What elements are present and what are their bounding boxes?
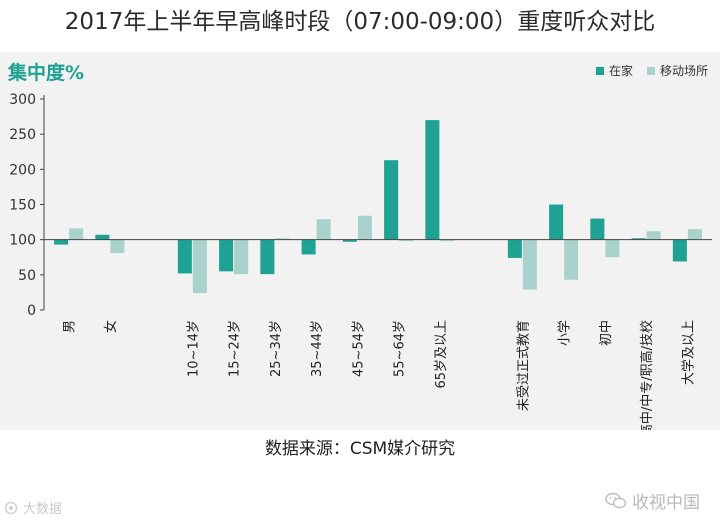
watermark-right: 收视中国 <box>605 488 700 513</box>
y-tick-label-150: 150 <box>9 198 36 214</box>
bar-home-12 <box>631 238 646 240</box>
bar-home-7 <box>384 160 399 240</box>
bar-mobile-12 <box>646 231 661 240</box>
chart-panel: 集中度% 在家 移动场所 0 50 100 150 200 250 300 男 女 10~14岁 1… <box>0 52 720 430</box>
y-tick-label-50: 50 <box>18 268 36 284</box>
y-axis-label: 集中度% <box>8 62 85 84</box>
bar-mobile-0 <box>69 228 84 240</box>
x-tick-label-9: 未受过正式教育 <box>515 320 531 411</box>
bar-home-8 <box>425 120 440 240</box>
bar-mobile-9 <box>522 239 537 290</box>
bar-mobile-3 <box>234 239 249 275</box>
bar-mobile-5 <box>316 219 331 240</box>
legend-swatch-mobile <box>646 66 655 75</box>
x-tick-label-0: 男 <box>63 320 78 333</box>
bar-home-1 <box>95 234 110 240</box>
bar-chart: 0 50 100 150 200 250 300 男 女 10~14岁 15~24岁 25~34岁 35… <box>9 92 712 430</box>
legend-label-home: 在家 <box>608 64 633 78</box>
x-tick-label-2: 10~14岁 <box>186 320 201 377</box>
x-tick-label-8: 65岁及以上 <box>434 320 449 389</box>
bar-mobile-11 <box>605 239 620 258</box>
x-tick-label-3: 15~24岁 <box>228 320 243 377</box>
x-tick-label-10: 小学 <box>557 320 573 346</box>
wechat-icon <box>605 492 627 508</box>
x-tick-label-12: 高中/中专/职高/技校 <box>639 320 655 430</box>
y-tick-label-300: 300 <box>9 92 36 108</box>
y-tick-label-250: 250 <box>9 127 36 143</box>
bar-mobile-13 <box>687 229 702 240</box>
legend-label-mobile: 移动场所 <box>659 64 708 78</box>
x-tick-label-5: 35~44岁 <box>310 320 325 377</box>
x-tick-label-1: 女 <box>103 320 119 333</box>
bar-home-11 <box>590 218 605 240</box>
x-tick-label-4: 25~34岁 <box>269 320 284 377</box>
x-tick-label-11: 初中 <box>599 320 614 346</box>
bar-mobile-8 <box>440 239 455 242</box>
bar-home-9 <box>507 239 522 258</box>
bar-home-5 <box>301 239 316 255</box>
bar-mobile-2 <box>192 239 207 294</box>
bar-home-13 <box>672 239 687 262</box>
legend-item-mobile: 移动场所 <box>646 62 708 79</box>
data-source: 数据来源：CSM媒介研究 <box>264 439 456 459</box>
legend-swatch-home <box>595 66 604 75</box>
bar-mobile-1 <box>110 239 125 254</box>
watermark-left-text: 大数据 <box>23 502 63 517</box>
x-tick-label-6: 45~54岁 <box>351 320 366 377</box>
watermark-left: 大数据 <box>4 498 62 517</box>
legend-item-home: 在家 <box>595 62 633 79</box>
bar-home-4 <box>260 239 275 275</box>
chart-title: 2017年上半年早高峰时段（07:00-09:00）重度听众对比 <box>64 9 656 35</box>
bar-home-10 <box>549 204 564 240</box>
bar-mobile-6 <box>357 215 372 240</box>
x-tick-label-13: 大学及以上 <box>680 320 696 385</box>
y-tick-label-100: 100 <box>9 233 36 249</box>
y-tick-label-0: 0 <box>27 303 36 319</box>
bar-mobile-7 <box>399 239 414 242</box>
watermark-logo-icon <box>4 501 18 514</box>
bar-mobile-10 <box>564 239 579 280</box>
bar-home-2 <box>177 239 192 274</box>
bar-home-6 <box>342 239 357 242</box>
bar-home-3 <box>219 239 234 272</box>
bar-home-0 <box>54 239 69 245</box>
legend: 在家 移动场所 <box>582 62 708 79</box>
bar-mobile-4 <box>275 238 290 240</box>
y-tick-label-200: 200 <box>9 162 36 178</box>
x-tick-label-7: 55~64岁 <box>393 320 408 377</box>
watermark-right-text: 收视中国 <box>632 493 700 513</box>
